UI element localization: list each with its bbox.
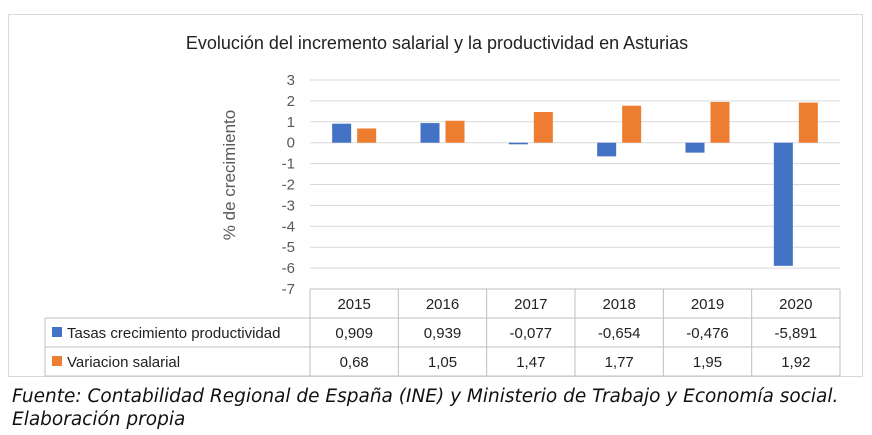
bar-salarial-2020: [798, 102, 818, 143]
data-label: 1,77: [605, 354, 634, 371]
category-label: 2020: [779, 296, 812, 313]
y-tick-label: -7: [282, 281, 295, 298]
data-label: 0,909: [335, 325, 373, 342]
legend-key: [52, 356, 62, 366]
legend-entry: Variacion salarial: [67, 354, 180, 371]
y-tick-label: 1: [287, 114, 295, 131]
data-label: -0,077: [510, 325, 553, 342]
bar-productividad-2020: [773, 142, 793, 266]
data-label: -5,891: [775, 325, 818, 342]
bar-productividad-2016: [420, 123, 440, 143]
data-label: -0,654: [598, 325, 641, 342]
bar-salarial-2016: [445, 120, 465, 143]
data-label: 1,05: [428, 354, 457, 371]
legend-entry: Tasas crecimiento productividad: [67, 325, 280, 342]
data-label: 0,68: [340, 354, 369, 371]
bar-salarial-2015: [357, 128, 377, 143]
category-label: 2019: [691, 296, 724, 313]
chart-svg: Evolución del incremento salarial y la p…: [44, 33, 841, 377]
bar-productividad-2015: [332, 123, 352, 143]
data-table: 2015 2016 2017 2018 2019 2020 Tasas crecimient…: [44, 288, 841, 377]
data-label: -0,476: [686, 325, 729, 342]
y-tick-label: -2: [282, 177, 295, 194]
bars: [332, 101, 818, 266]
category-label: 2018: [602, 296, 635, 313]
bar-productividad-2019: [685, 142, 705, 153]
y-tick-label: 2: [287, 93, 295, 110]
category-label: 2017: [514, 296, 547, 313]
data-label: 0,939: [424, 325, 462, 342]
legend-key: [52, 327, 62, 337]
y-tick-label: -6: [282, 260, 295, 277]
y-tick-label: -4: [282, 218, 295, 235]
y-tick-label: -1: [282, 156, 295, 173]
bar-salarial-2018: [622, 105, 642, 143]
y-tick-label: 3: [287, 72, 295, 89]
bar-productividad-2017: [508, 142, 528, 145]
gridlines: [310, 79, 840, 290]
data-label: 1,95: [693, 354, 722, 371]
category-label: 2016: [426, 296, 459, 313]
y-axis-label: % de crecimiento: [220, 110, 239, 240]
y-tick-labels: 3 2 1 0 -1 -2 -3 -4 -5 -6 -7: [282, 72, 295, 298]
bar-salarial-2019: [710, 101, 730, 143]
data-label: 1,92: [781, 354, 810, 371]
bar-productividad-2018: [597, 142, 617, 157]
source-caption: Fuente: Contabilidad Regional de España …: [12, 386, 839, 430]
bar-salarial-2017: [533, 111, 553, 143]
chart-title: Evolución del incremento salarial y la p…: [186, 33, 688, 53]
y-tick-label: -3: [282, 197, 295, 214]
y-tick-label: 0: [287, 135, 295, 152]
category-label: 2015: [337, 296, 370, 313]
chart-frame: [8, 14, 863, 377]
data-label: 1,47: [516, 354, 545, 371]
y-tick-label: -5: [282, 239, 295, 256]
